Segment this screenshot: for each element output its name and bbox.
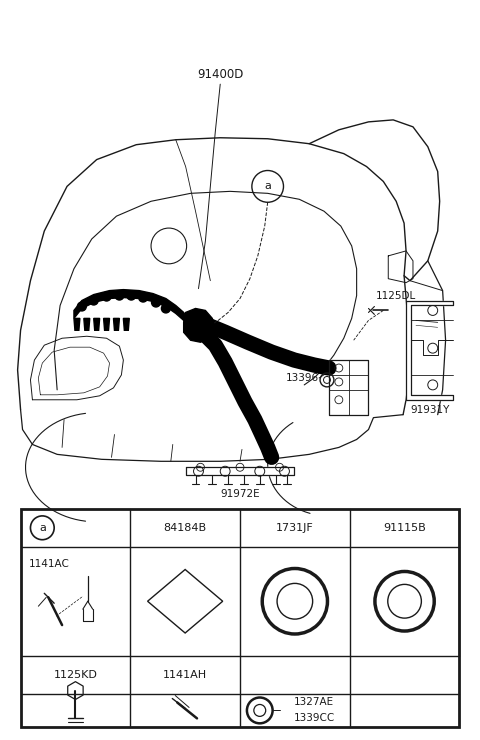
Text: 1125KD: 1125KD [53, 670, 97, 680]
Circle shape [127, 291, 136, 300]
Circle shape [277, 583, 312, 619]
Polygon shape [329, 360, 369, 414]
Circle shape [77, 302, 86, 311]
Text: 1141AC: 1141AC [28, 559, 69, 568]
Text: 91400D: 91400D [197, 68, 243, 81]
Polygon shape [123, 318, 129, 330]
Text: 91931Y: 91931Y [410, 405, 449, 414]
Text: a: a [264, 181, 271, 192]
Text: 1327AE: 1327AE [294, 698, 334, 707]
Circle shape [152, 298, 160, 307]
Text: 1141AH: 1141AH [163, 670, 207, 680]
Text: 1731JF: 1731JF [276, 522, 314, 533]
Text: 91972E: 91972E [220, 489, 260, 499]
Circle shape [388, 585, 421, 618]
Polygon shape [74, 289, 191, 336]
Circle shape [102, 292, 111, 301]
Polygon shape [406, 300, 453, 400]
Bar [21, 509, 459, 727]
Polygon shape [74, 318, 80, 330]
Polygon shape [113, 318, 120, 330]
Circle shape [115, 291, 124, 300]
Polygon shape [94, 318, 100, 330]
Text: 91115B: 91115B [383, 522, 426, 533]
Polygon shape [84, 318, 90, 330]
Text: 84184B: 84184B [164, 522, 207, 533]
Text: a: a [39, 522, 46, 533]
Circle shape [161, 304, 170, 313]
Text: 1339CC: 1339CC [293, 713, 335, 724]
Polygon shape [186, 467, 294, 475]
Circle shape [89, 296, 98, 305]
Circle shape [139, 293, 147, 302]
Polygon shape [184, 309, 216, 342]
Text: 1125DL: 1125DL [376, 291, 416, 300]
Polygon shape [104, 318, 109, 330]
Text: 13396: 13396 [286, 373, 319, 383]
